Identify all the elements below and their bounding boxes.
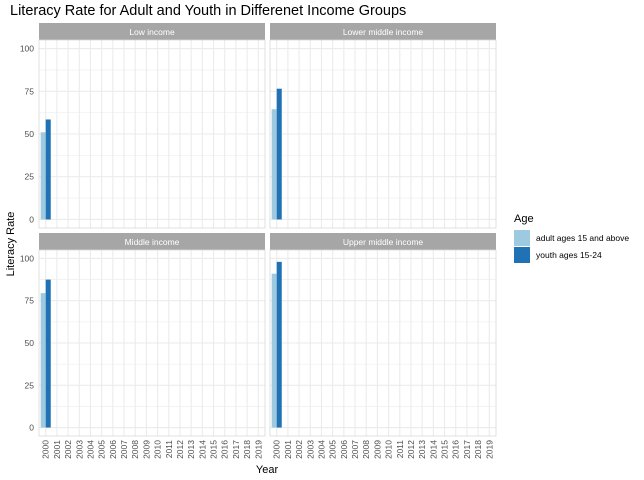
x-tick-label: 2017 [231, 440, 241, 459]
x-tick-label: 2001 [283, 440, 293, 459]
x-tick-label: 2019 [484, 440, 494, 459]
x-tick-label: 2009 [141, 440, 151, 459]
facet-strip-label: Low income [129, 27, 175, 37]
x-tick-label: 2003 [305, 440, 315, 459]
x-tick-label: 2013 [417, 440, 427, 459]
legend-key [514, 230, 530, 246]
x-tick-label: 2007 [119, 440, 129, 459]
y-tick-label: 50 [25, 129, 35, 139]
bar [276, 88, 282, 220]
x-tick-label: 2006 [339, 440, 349, 459]
x-tick-label: 2004 [85, 440, 95, 459]
panel-border [38, 39, 266, 229]
x-tick-label: 2002 [294, 440, 304, 459]
x-tick-label: 2007 [350, 440, 360, 459]
x-tick-label: 2011 [164, 440, 174, 459]
y-axis-title: Literacy Rate [5, 212, 17, 277]
x-tick-label: 2018 [242, 440, 252, 459]
legend-title: Age [514, 213, 534, 225]
y-tick-label: 25 [25, 172, 35, 182]
x-tick-label: 2005 [328, 440, 338, 459]
y-tick-label: 25 [25, 380, 35, 390]
x-tick-label: 2015 [440, 440, 450, 459]
bar [45, 119, 51, 220]
x-tick-label: 2016 [220, 440, 230, 459]
facet-strip [270, 23, 496, 40]
x-tick-label: 2002 [63, 440, 73, 459]
x-tick-label: 2019 [253, 440, 263, 459]
x-tick-label: 2009 [372, 440, 382, 459]
bar [45, 279, 51, 428]
x-tick-label: 2012 [406, 440, 416, 459]
bar [40, 293, 46, 428]
y-tick-label: 75 [25, 86, 35, 96]
legend-label: youth ages 15-24 [536, 250, 602, 260]
x-tick-label: 2017 [462, 440, 472, 459]
x-tick-label: 2008 [130, 440, 140, 459]
x-tick-label: 2006 [108, 440, 118, 459]
facet-strip [39, 23, 265, 40]
y-tick-label: 0 [29, 214, 34, 224]
x-tick-label: 2003 [74, 440, 84, 459]
x-tick-label: 2013 [186, 440, 196, 459]
facet-strip-label: Lower middle income [343, 27, 424, 37]
x-tick-label: 2004 [316, 440, 326, 459]
x-tick-label: 2000 [41, 440, 51, 459]
x-tick-label: 2016 [451, 440, 461, 459]
legend-key [514, 247, 530, 263]
bar [271, 273, 277, 428]
y-tick-label: 100 [20, 253, 34, 263]
facet-panels: Low income 0 25 50 75 100 Lower middle income M… [20, 23, 497, 459]
y-tick-label: 100 [20, 44, 34, 54]
legend: Age adult ages 15 and above youth ages 15… [514, 213, 629, 263]
facet-panel: Low income 0 25 50 75 100 [20, 23, 266, 229]
x-tick-label: 2010 [153, 440, 163, 459]
facet-panel: Lower middle income [269, 23, 497, 229]
bar [271, 109, 277, 220]
x-tick-label: 2011 [395, 440, 405, 459]
panel-border [269, 249, 497, 437]
bar [276, 261, 282, 428]
legend-label: adult ages 15 and above [536, 233, 629, 243]
x-tick-label: 2014 [428, 440, 438, 459]
chart-title: Literacy Rate for Adult and Youth in Dif… [10, 3, 406, 19]
y-tick-label: 50 [25, 338, 35, 348]
y-tick-label: 0 [29, 423, 34, 433]
panel-border [269, 39, 497, 229]
y-tick-label: 75 [25, 296, 35, 306]
x-tick-label: 2005 [97, 440, 107, 459]
facet-strip [270, 233, 496, 250]
panel-border [38, 249, 266, 437]
x-tick-label: 2000 [272, 440, 282, 459]
x-tick-label: 2001 [52, 440, 62, 459]
x-tick-label: 2010 [384, 440, 394, 459]
bar [40, 132, 46, 220]
x-tick-label: 2008 [361, 440, 371, 459]
facet-strip-label: Upper middle income [343, 237, 424, 247]
x-tick-label: 2015 [209, 440, 219, 459]
x-tick-label: 2012 [175, 440, 185, 459]
facet-strip-label: Middle income [125, 237, 180, 247]
x-tick-label: 2014 [197, 440, 207, 459]
x-axis-title: Year [256, 464, 279, 476]
facet-strip [39, 233, 265, 250]
x-tick-label: 2018 [473, 440, 483, 459]
